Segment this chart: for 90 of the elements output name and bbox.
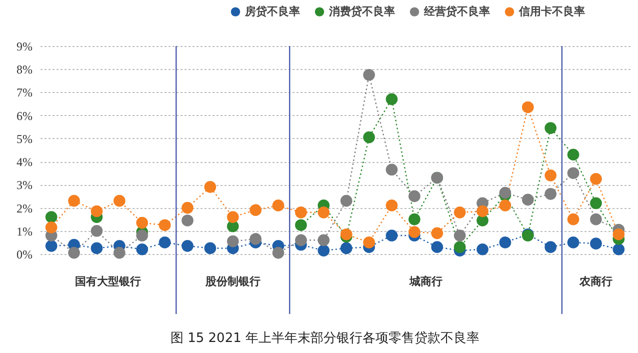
point — [182, 202, 194, 214]
point — [114, 246, 126, 259]
point — [386, 230, 398, 242]
point — [544, 122, 556, 134]
point — [590, 238, 602, 250]
y-tick-label: 1% — [16, 224, 32, 238]
point — [226, 211, 239, 223]
y-tick-label: 8% — [16, 62, 32, 77]
point — [544, 188, 556, 200]
y-tick-label: 6% — [16, 108, 32, 123]
point — [476, 243, 488, 256]
point — [250, 204, 262, 216]
point — [182, 214, 194, 226]
point — [204, 181, 216, 193]
point — [544, 170, 556, 182]
point — [454, 230, 466, 242]
point — [431, 241, 444, 253]
point — [567, 236, 580, 248]
point — [340, 242, 352, 254]
point — [318, 234, 330, 246]
point — [90, 205, 103, 218]
point — [590, 213, 602, 226]
point — [454, 206, 466, 218]
text: 农商行 — [578, 275, 612, 288]
point — [408, 226, 420, 238]
point — [363, 236, 375, 248]
point — [182, 240, 194, 252]
point — [522, 194, 534, 206]
y-tick-label: 5% — [16, 132, 32, 146]
point — [272, 246, 284, 259]
y-tick-label: 4% — [16, 155, 32, 170]
point — [363, 131, 375, 144]
point — [499, 200, 512, 212]
point — [226, 235, 239, 248]
point — [408, 190, 420, 202]
point — [295, 219, 307, 232]
point — [136, 230, 148, 242]
text: 国有大型银行 — [75, 275, 142, 288]
point — [454, 241, 466, 253]
point — [363, 68, 375, 81]
y-tick-label: 0% — [16, 248, 32, 262]
point — [499, 186, 512, 199]
point — [68, 194, 80, 207]
point — [522, 101, 534, 114]
text: 城商行 — [408, 275, 442, 288]
text: 股份制银行 — [204, 275, 260, 288]
point — [567, 148, 580, 161]
y-tick-label: 3% — [16, 178, 32, 192]
legend-label: 消费贷不良率 — [328, 4, 395, 18]
point — [567, 213, 580, 226]
point — [136, 216, 148, 229]
point — [431, 227, 444, 240]
y-tick-label: 2% — [16, 201, 32, 216]
point — [158, 236, 171, 248]
point — [68, 246, 80, 259]
point — [45, 222, 58, 234]
point — [90, 224, 103, 237]
point — [318, 206, 330, 218]
point — [386, 164, 398, 176]
legend-label: 信用卡不良率 — [518, 4, 585, 18]
point — [90, 242, 103, 254]
y-tick-label: 9% — [16, 40, 32, 54]
y-tick-label: 7% — [16, 86, 32, 100]
text: 图 15 2021 年上半年末部分银行各项零售贷款不良率 — [170, 330, 480, 346]
point — [476, 205, 488, 218]
point — [114, 194, 126, 207]
point — [136, 243, 148, 256]
point — [386, 93, 398, 106]
point — [544, 241, 556, 253]
point — [567, 167, 580, 180]
point — [590, 197, 602, 210]
legend-label: 经营贷不良率 — [423, 4, 490, 18]
point — [386, 200, 398, 212]
point — [45, 211, 58, 223]
point — [499, 236, 512, 248]
point — [612, 228, 625, 240]
legend-label: 房贷不良率 — [244, 4, 300, 18]
point — [295, 206, 307, 218]
point — [158, 219, 171, 232]
point — [250, 233, 262, 245]
point — [612, 243, 625, 256]
point — [295, 234, 307, 246]
point — [204, 242, 216, 254]
point — [590, 172, 602, 185]
point — [318, 244, 330, 256]
point — [340, 228, 352, 240]
point — [408, 213, 420, 226]
point — [272, 200, 284, 212]
point — [340, 194, 352, 207]
point — [45, 240, 58, 252]
